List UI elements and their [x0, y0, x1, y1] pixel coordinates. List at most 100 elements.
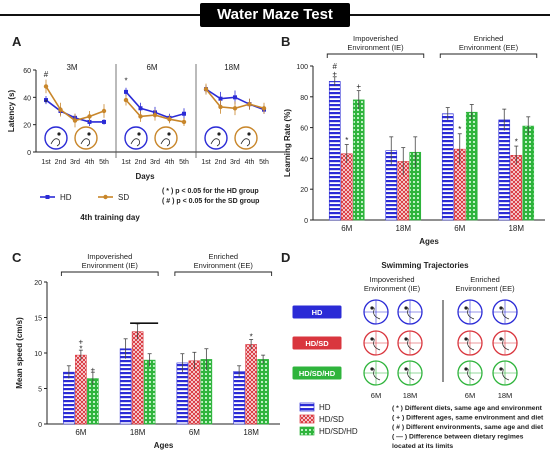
C-x-tick-label: 6M — [189, 428, 200, 437]
B-bar-hd-sd — [510, 155, 523, 221]
a-x-tick-label: 2nd — [55, 159, 67, 166]
a-x-tick-label: 4th — [245, 159, 255, 166]
panel-letter-d: D — [281, 250, 290, 265]
B-bar-hd-sd-hd — [352, 99, 365, 221]
a-group-label: 3M — [66, 63, 77, 72]
a-x-axis-label: Days — [135, 172, 155, 181]
legend-swatch-hd-sd-hd — [299, 426, 315, 436]
d-row-label: HD — [312, 308, 323, 317]
a-trajectory-platform — [217, 132, 221, 136]
legend-note: located at its limits — [392, 443, 453, 450]
panel-letter-a: A — [12, 34, 22, 49]
a-point-hd — [124, 89, 128, 94]
a-x-tick-label: 3rd — [70, 159, 80, 166]
a-trajectory-pool — [204, 126, 228, 150]
legend-label-hd: HD — [319, 403, 331, 412]
a-significance-mark: * — [124, 77, 127, 86]
a-trajectory-pool — [154, 126, 178, 150]
C-y-tick-label: 15 — [34, 316, 42, 323]
C-bar-hd-sd — [188, 360, 201, 425]
d-platform — [464, 367, 468, 371]
C-y-tick-label: 0 — [38, 422, 42, 429]
d-platform — [370, 337, 374, 341]
a-significance-mark: # — [44, 70, 49, 79]
C-env-label-line: Enriched — [208, 252, 238, 261]
C-env-bracket — [60, 271, 159, 276]
C-y-tick-label: 10 — [34, 351, 42, 358]
d-platform — [464, 337, 468, 341]
a-legend-label-sd: SD — [118, 193, 129, 202]
B-env-bracket — [326, 53, 425, 58]
a-point-hd — [182, 111, 186, 116]
C-env-label-line: Environment (IE) — [82, 261, 139, 270]
panel-letter-c: C — [12, 250, 22, 265]
a-trajectory-platform — [137, 132, 141, 136]
a-significance-mark: * — [44, 99, 47, 108]
B-bar-hd-sd — [340, 153, 353, 221]
a-point-hd — [138, 106, 143, 111]
a-point-sd — [123, 97, 129, 103]
C-bar-hd — [233, 371, 245, 425]
C-bar-hd-sd — [245, 344, 257, 425]
a-point-sd — [218, 104, 223, 110]
B-env-label-line: Enriched — [474, 34, 504, 43]
a-x-tick-label: 2nd — [215, 159, 227, 166]
C-significance-mark: + — [91, 365, 96, 374]
a-point-sd — [101, 108, 107, 114]
d-age-label: 6M — [465, 391, 475, 400]
B-x-axis-label: Ages — [419, 237, 439, 246]
a-point-sd — [87, 114, 92, 119]
a-trajectory-platform — [167, 132, 171, 136]
a-x-tick-label: 4th — [165, 159, 175, 166]
a-y-tick-label: 60 — [23, 68, 31, 75]
a-x-tick-label: 5th — [259, 159, 269, 166]
C-bar-hd-sd — [75, 354, 87, 425]
d-platform — [464, 306, 468, 310]
a-point-sd — [232, 106, 238, 111]
a-point-sd — [247, 101, 252, 107]
C-x-tick-label: 6M — [75, 428, 86, 437]
C-significance-mark: * — [79, 345, 82, 354]
a-trajectory-path — [50, 138, 61, 147]
a-point-hd — [102, 119, 106, 124]
a-trajectory-path — [160, 138, 171, 147]
B-env-label: Impoverished Environment (IE) — [347, 34, 404, 52]
a-y-tick-label: 0 — [27, 150, 31, 157]
B-bar-hd — [328, 81, 341, 221]
B-env-label: Enriched Environment (EE) — [459, 34, 519, 52]
legend-swatch-hd-sd — [299, 414, 315, 424]
B-significance-mark: * — [515, 137, 518, 146]
a-x-tick-label: 3rd — [230, 159, 240, 166]
C-x-tick-label: 18M — [243, 428, 259, 437]
C-env-label-line: Environment (EE) — [194, 261, 254, 270]
a-trajectory-pool — [124, 126, 148, 150]
a-x-tick-label: 2nd — [135, 159, 147, 166]
d-env-ie-label: Impoverished Environment (IE) — [364, 275, 421, 293]
panel-b: B 0 20 40 60 80 100 Learning Rate (%) Impoverish… — [281, 34, 545, 246]
legend-label-hd-sd-hd: HD/SD/HD — [319, 427, 358, 436]
d-platform — [370, 367, 374, 371]
a-x-tick-label: 1st — [121, 159, 130, 166]
B-y-tick-label: 100 — [296, 64, 308, 71]
d-env-ie-label-line: Impoverished — [369, 275, 414, 284]
B-bar-hd — [441, 113, 454, 221]
a-trajectory-path — [240, 138, 251, 147]
a-x-tick-label: 1st — [201, 159, 210, 166]
a-point-sd — [261, 106, 267, 111]
d-platform — [404, 337, 408, 341]
a-trajectory-path — [80, 138, 91, 147]
B-y-tick-label: 40 — [300, 156, 308, 163]
a-point-sd — [203, 86, 209, 92]
B-env-label-line: Impoverished — [353, 34, 398, 43]
legend-note: ( + ) Different ages, same environment a… — [392, 415, 544, 422]
a-legend-marker-sd — [103, 194, 108, 200]
B-significance-mark: * — [458, 125, 461, 134]
panel-letter-b: B — [281, 34, 290, 49]
a-y-tick-label: 20 — [23, 123, 31, 130]
C-env-label: Impoverished Environment (IE) — [82, 252, 139, 270]
a-point-sd — [138, 114, 143, 119]
d-platform — [404, 367, 408, 371]
C-y-tick-label: 5 — [38, 387, 42, 394]
C-env-bracket — [174, 271, 273, 276]
